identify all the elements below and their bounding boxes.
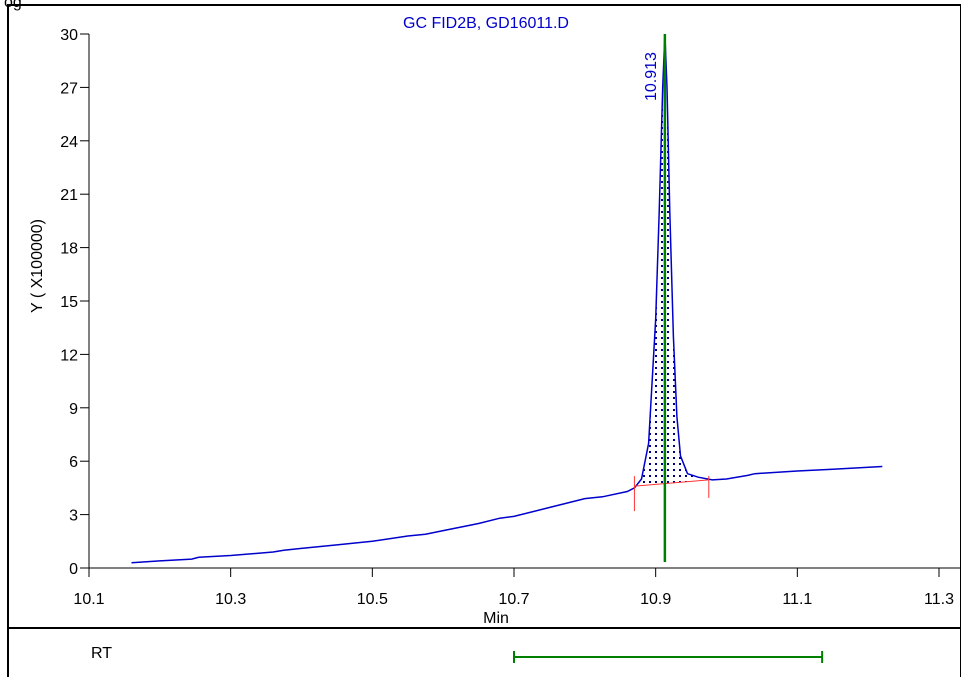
y-tick-label: 21	[60, 187, 78, 204]
x-tick-label: 10.9	[640, 591, 671, 608]
x-tick-label: 11.1	[782, 591, 812, 608]
header-text: og	[4, 0, 22, 11]
x-tick-label: 10.3	[215, 591, 246, 608]
x-tick-label: 10.5	[357, 591, 388, 608]
x-tick-label: 10.7	[498, 591, 529, 608]
rt-panel-frame	[7, 627, 961, 679]
x-tick-label: 11.3	[924, 591, 954, 608]
y-tick-label: 27	[60, 80, 78, 97]
chart-title: GC FID2B, GD16011.D	[403, 15, 569, 32]
peak-baseline	[634, 479, 709, 487]
y-tick-label: 3	[69, 508, 78, 525]
y-tick-label: 18	[60, 241, 78, 258]
x-axis-label: Min	[483, 610, 509, 627]
series-line	[131, 33, 883, 564]
y-tick-label: 12	[60, 347, 78, 364]
y-tick-label: 6	[69, 454, 78, 471]
y-axis-label: Y ( X100000)	[29, 219, 46, 313]
peak-rt-label: 10.913	[643, 52, 660, 101]
x-tick-label: 10.1	[73, 591, 104, 608]
rt-label: RT	[91, 645, 113, 662]
y-tick-label: 15	[60, 294, 78, 311]
y-tick-label: 24	[60, 134, 78, 151]
plot-frame	[7, 4, 961, 629]
y-tick-label: 0	[69, 561, 78, 578]
y-tick-label: 30	[60, 27, 78, 44]
y-tick-label: 9	[69, 401, 78, 418]
